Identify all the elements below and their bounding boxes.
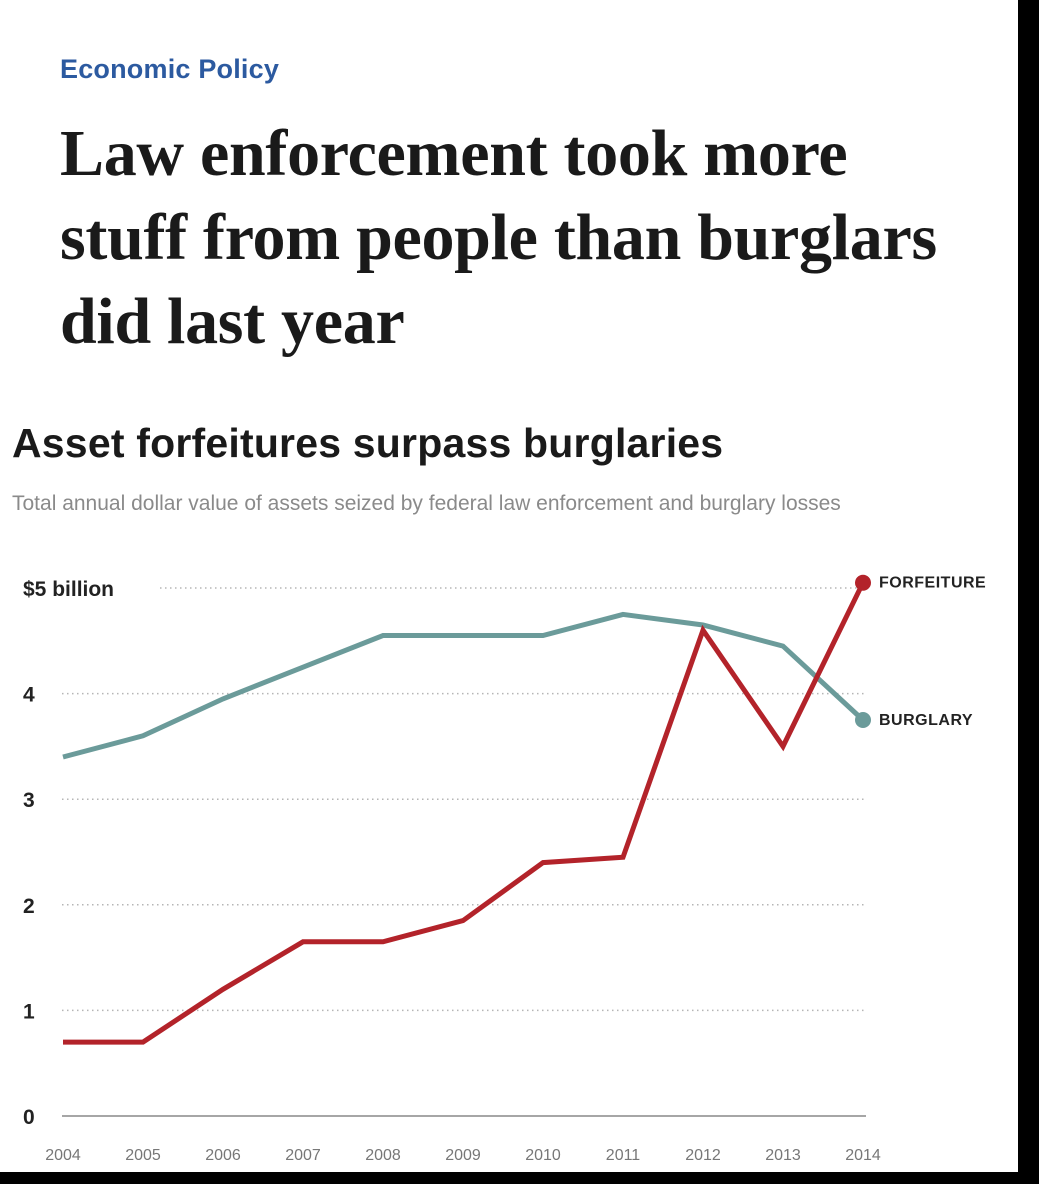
y-tick-label: 4: [23, 684, 35, 707]
chart-title: Asset forfeitures surpass burglaries: [12, 420, 724, 466]
x-tick-label: 2009: [445, 1147, 481, 1164]
article-page: Economic Policy Law enforcement took mor…: [0, 0, 1018, 1172]
x-axis-ticks: 2004 2005 2006 2007 2008 2009 2010 2011 2012 2013…: [45, 1147, 881, 1164]
y-tick-label: $5 billion: [23, 578, 114, 601]
y-tick-label: 1: [23, 1000, 35, 1023]
screen-edge-right: [1018, 0, 1039, 1184]
x-tick-label: 2011: [606, 1147, 641, 1164]
headline: Law enforcement took more stuff from peo…: [60, 117, 937, 358]
forfeiture-line: [63, 581, 866, 1045]
screen-edge-bottom: [0, 1172, 1039, 1184]
line-chart: 0 1 2 3 4 $5 billion 2004 2005 2006 2007 2008 2009…: [23, 574, 986, 1164]
section-label[interactable]: Economic Policy: [60, 54, 280, 84]
x-tick-label: 2010: [525, 1147, 561, 1164]
series-lines: [62, 574, 871, 1045]
chart-subtitle: Total annual dollar value of assets seiz…: [12, 492, 841, 515]
y-tick-label: 3: [23, 789, 35, 812]
x-tick-label: 2008: [365, 1147, 401, 1164]
y-tick-label: 2: [23, 895, 35, 918]
x-tick-label: 2004: [45, 1147, 81, 1164]
burglary-line: [62, 611, 865, 760]
burglary-label: BURGLARY: [879, 712, 973, 729]
y-axis-ticks: 0 1 2 3 4 $5 billion: [23, 578, 114, 1129]
forfeiture-label: FORFEITURE: [879, 575, 986, 592]
x-tick-label: 2013: [765, 1147, 801, 1164]
series-labels: FORFEITURE BURGLARY: [879, 575, 986, 729]
burglary-end-marker: [855, 712, 871, 728]
x-tick-label: 2005: [125, 1147, 161, 1164]
x-tick-label: 2006: [205, 1147, 241, 1164]
forfeiture-end-marker: [855, 574, 871, 591]
y-tick-label: 0: [23, 1106, 35, 1129]
x-tick-label: 2014: [845, 1147, 881, 1164]
x-tick-label: 2012: [685, 1147, 721, 1164]
grid-lines: [62, 587, 866, 1117]
x-tick-label: 2007: [285, 1147, 321, 1164]
